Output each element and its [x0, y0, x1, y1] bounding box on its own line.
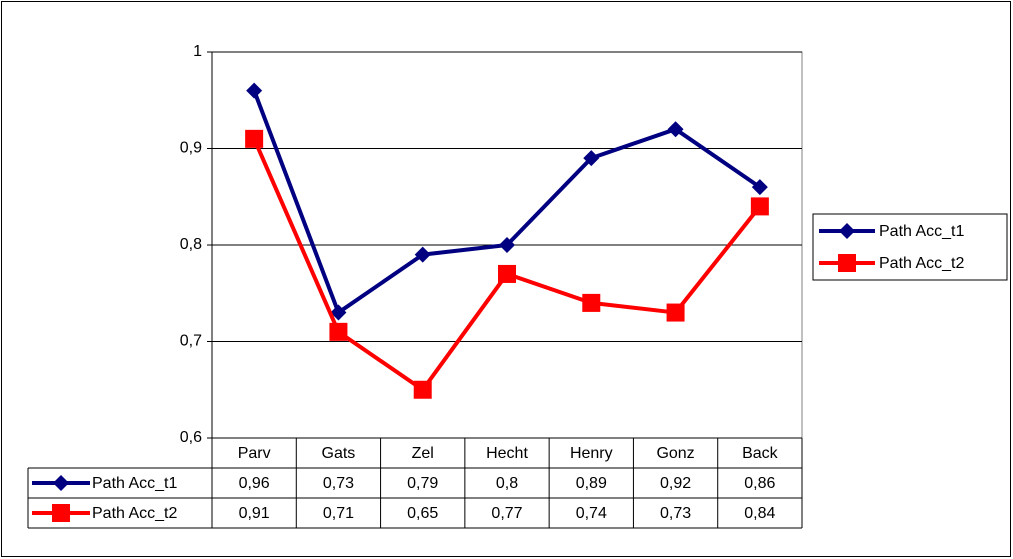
table-value: 0,84: [744, 505, 775, 522]
y-tick-label: 0,9: [180, 140, 202, 157]
data-point: [667, 121, 684, 138]
table-value: 0,71: [323, 505, 354, 522]
data-point: [583, 150, 600, 167]
table-value: 0,86: [744, 475, 775, 492]
data-point: [246, 82, 263, 99]
x-tick-label: Henry: [570, 445, 613, 462]
table-value: 0,73: [660, 505, 691, 522]
data-point: [329, 322, 348, 341]
legend-label: Path Acc_t1: [879, 223, 964, 240]
legend-label: Path Acc_t2: [879, 255, 964, 272]
x-tick-label: Zel: [412, 445, 434, 462]
y-tick-label: 0,7: [180, 333, 202, 350]
table-value: 0,8: [496, 475, 518, 492]
table-legend-marker: [53, 475, 69, 491]
table-series-name: Path Acc_t1: [92, 475, 177, 492]
data-point: [245, 129, 264, 148]
x-tick-label: Gonz: [656, 445, 694, 462]
table-value: 0,74: [576, 505, 607, 522]
table-series-name: Path Acc_t2: [92, 505, 177, 522]
legend-marker: [839, 223, 855, 239]
table-value: 0,77: [491, 505, 522, 522]
table-value: 0,89: [576, 475, 607, 492]
data-point: [414, 246, 431, 263]
data-point: [666, 303, 685, 322]
data-point: [499, 237, 515, 253]
data-point: [582, 293, 601, 312]
table-value: 0,79: [407, 475, 438, 492]
data-point: [751, 179, 768, 196]
x-tick-label: Parv: [238, 445, 271, 462]
x-tick-label: Hecht: [486, 445, 528, 462]
legend-marker: [838, 254, 856, 272]
table-value: 0,96: [239, 475, 270, 492]
table-legend-marker: [52, 504, 70, 522]
x-tick-label: Back: [742, 445, 779, 462]
data-point: [750, 197, 769, 216]
x-tick-label: Gats: [322, 445, 356, 462]
y-tick-label: 1: [193, 43, 202, 60]
table-value: 0,91: [239, 505, 270, 522]
data-point: [330, 304, 347, 321]
table-value: 0,92: [660, 475, 691, 492]
table-value: 0,73: [323, 475, 354, 492]
y-tick-label: 0,6: [180, 429, 202, 446]
table-value: 0,65: [407, 505, 438, 522]
data-point: [413, 380, 432, 399]
data-point: [498, 264, 516, 283]
y-tick-label: 0,8: [180, 236, 202, 253]
